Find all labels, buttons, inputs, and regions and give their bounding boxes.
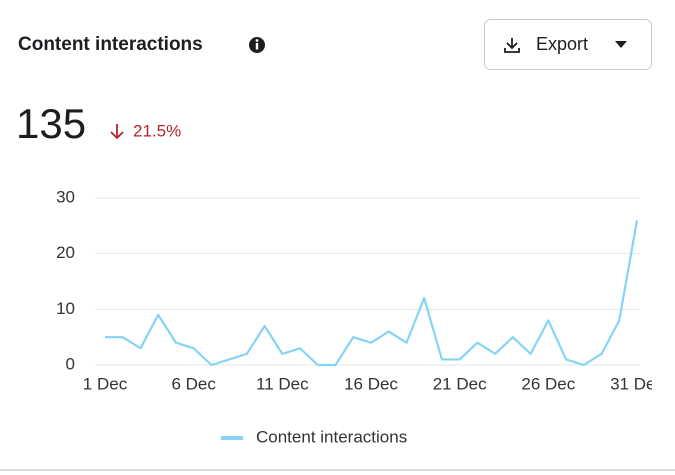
legend-label: Content interactions (256, 427, 407, 446)
x-tick-label: 26 Dec (521, 374, 575, 393)
export-button[interactable]: Export (484, 19, 652, 70)
y-tick-label: 30 (56, 187, 75, 206)
y-tick-label: 0 (66, 354, 75, 373)
download-icon (504, 38, 520, 53)
dropdown-caret (615, 41, 627, 48)
x-tick-label: 1 Dec (83, 374, 128, 393)
change-value: 21.5% (133, 121, 181, 140)
total-value: 135 (16, 100, 86, 147)
x-tick-label: 21 Dec (433, 374, 487, 393)
x-tick-label: 16 Dec (344, 374, 398, 393)
y-tick-label: 20 (56, 243, 75, 262)
x-tick-label: 31 Dec (610, 374, 664, 393)
export-label: Export (536, 34, 588, 54)
down-arrow (110, 124, 124, 140)
x-tick-label: 6 Dec (171, 374, 216, 393)
line-series (105, 220, 639, 367)
card-title: Content interactions (18, 34, 203, 55)
info-icon[interactable] (249, 37, 265, 53)
y-tick-label: 10 (56, 299, 75, 318)
x-axis-labels: 1 Dec 6 Dec 11 Dec 16 Dec 21 Dec 26 Dec 31 Dec (83, 374, 664, 393)
x-tick-label: 11 Dec (256, 374, 309, 393)
